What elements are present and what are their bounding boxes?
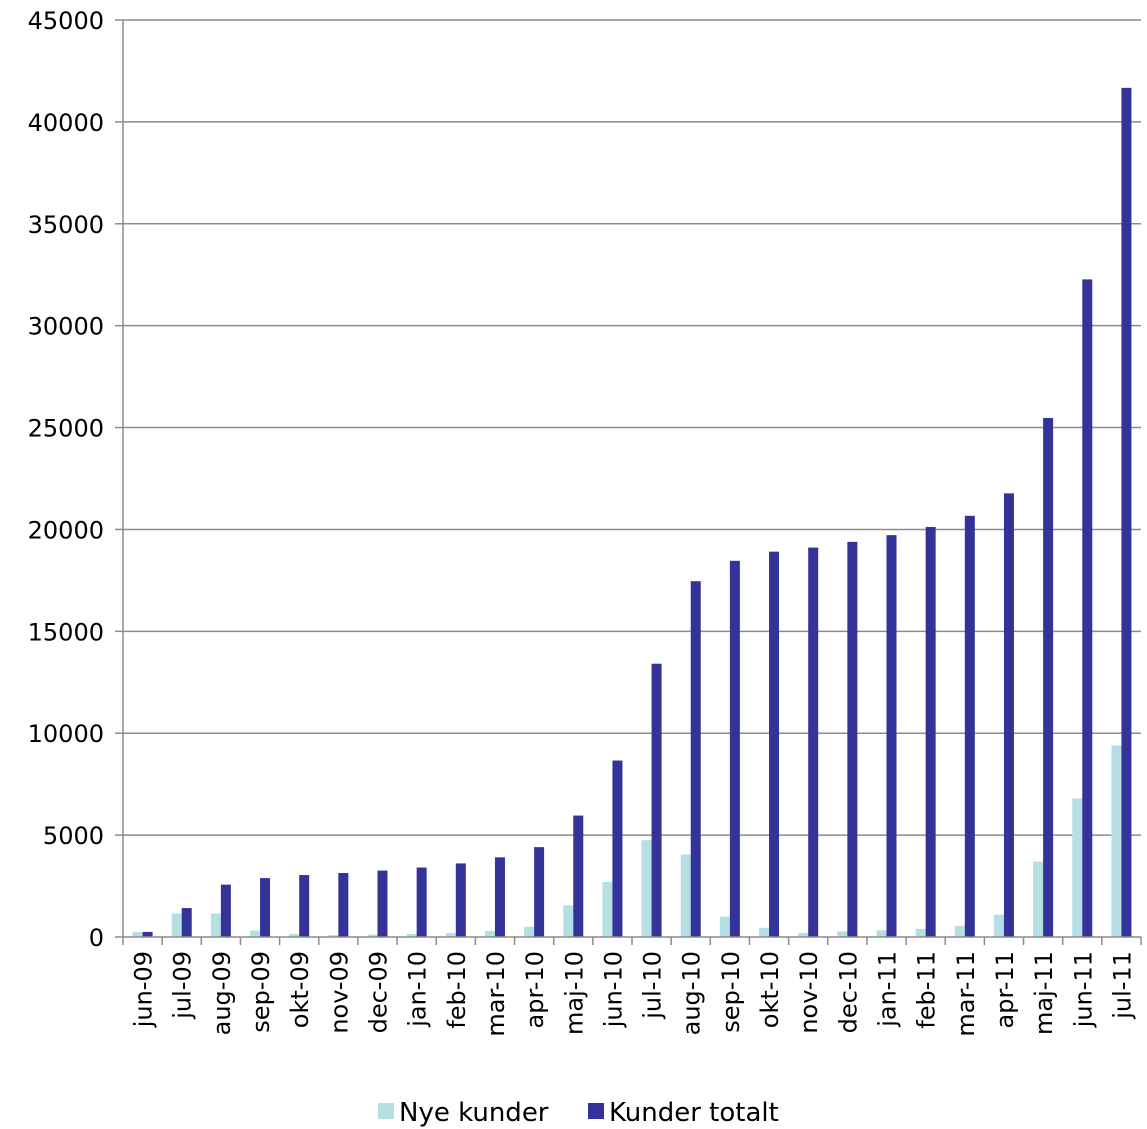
bar-kunder-totalt	[260, 878, 271, 937]
bar-nye-kunder	[680, 854, 691, 937]
x-tick-label: okt-10	[756, 951, 784, 1028]
bar-kunder-totalt	[142, 931, 153, 937]
x-tick-label: sep-10	[717, 951, 745, 1033]
bar-kunder-totalt	[494, 857, 505, 937]
y-tick-label: 0	[89, 924, 104, 952]
bar-kunder-totalt	[1082, 279, 1093, 937]
x-tick-label: mar-11	[952, 951, 980, 1037]
bar-kunder-totalt	[534, 847, 545, 937]
y-tick-label: 5000	[43, 822, 104, 850]
x-tick-label: mar-10	[482, 951, 510, 1037]
bar-nye-kunder	[798, 932, 809, 937]
legend-label: Kunder totalt	[609, 1098, 779, 1128]
bar-nye-kunder	[406, 933, 417, 937]
x-tick-label: nov-10	[795, 951, 823, 1034]
bar-nye-kunder	[759, 927, 770, 937]
y-tick-label: 20000	[28, 516, 104, 544]
bar-kunder-totalt	[808, 547, 819, 937]
x-tick-label: jul-09	[169, 951, 197, 1020]
bar-kunder-totalt	[1003, 493, 1014, 937]
bar-kunder-totalt	[886, 535, 897, 937]
bar-nye-kunder	[837, 931, 848, 937]
x-tick-label: jun-11	[1069, 951, 1097, 1028]
x-tick-label: dec-09	[365, 951, 393, 1033]
y-tick-label: 25000	[28, 415, 104, 443]
x-tick-label: nov-09	[325, 951, 353, 1034]
bar-kunder-totalt	[299, 875, 310, 937]
y-tick-label: 15000	[28, 618, 104, 646]
bar-nye-kunder	[524, 926, 535, 937]
bar-nye-kunder	[954, 925, 965, 937]
x-tick-label: sep-09	[247, 951, 275, 1033]
bar-kunder-totalt	[338, 873, 349, 937]
bar-nye-kunder	[563, 905, 574, 937]
bars	[132, 87, 1132, 937]
y-tick-label: 45000	[28, 7, 104, 35]
x-tick-label: jul-10	[639, 951, 667, 1020]
bar-kunder-totalt	[573, 815, 584, 937]
legend: Nye kunder Kunder totalt	[378, 1098, 779, 1128]
x-tick-label: maj-10	[560, 951, 588, 1035]
x-tick-label: maj-11	[1030, 951, 1058, 1035]
bar-nye-kunder	[328, 934, 339, 937]
y-tick-label: 35000	[28, 211, 104, 239]
bar-nye-kunder	[993, 914, 1004, 937]
bar-nye-kunder	[602, 881, 613, 937]
x-tick-label: feb-10	[443, 951, 471, 1029]
bar-nye-kunder	[719, 916, 730, 937]
bar-kunder-totalt	[1121, 87, 1132, 937]
bar-nye-kunder	[445, 932, 456, 937]
bar-kunder-totalt	[181, 908, 192, 937]
bar-kunder-totalt	[377, 870, 388, 937]
bar-kunder-totalt	[769, 551, 780, 937]
x-tick-label: aug-09	[208, 951, 236, 1035]
bar-nye-kunder	[1072, 798, 1083, 937]
bar-nye-kunder	[367, 934, 378, 937]
y-tick-label: 10000	[28, 720, 104, 748]
bar-nye-kunder	[132, 931, 143, 937]
x-tick-label: jul-11	[1108, 951, 1136, 1020]
x-tick-label: aug-10	[678, 951, 706, 1035]
bar-kunder-totalt	[1043, 417, 1054, 937]
x-tick-label: apr-10	[521, 951, 549, 1028]
x-tick-label: jan-10	[404, 951, 432, 1028]
bar-kunder-totalt	[612, 760, 623, 937]
bar-nye-kunder	[1033, 861, 1044, 937]
x-axis-ticks: jun-09 jul-09 aug-09 sep-09 okt-09 nov-09 dec-…	[122, 937, 1142, 1037]
axes	[122, 20, 1141, 938]
x-tick-label: feb-11	[913, 951, 941, 1029]
gridlines	[123, 19, 1141, 836]
x-tick-label: jan-11	[874, 951, 902, 1028]
legend-label: Nye kunder	[399, 1098, 549, 1128]
y-tick-label: 30000	[28, 313, 104, 341]
bar-kunder-totalt	[925, 526, 936, 937]
y-tick-label: 40000	[28, 109, 104, 137]
bar-nye-kunder	[1111, 745, 1122, 937]
bar-kunder-totalt	[455, 863, 466, 937]
bar-kunder-totalt	[416, 867, 427, 937]
x-tick-label: jun-10	[599, 951, 627, 1028]
bar-kunder-totalt	[690, 581, 701, 937]
bar-nye-kunder	[915, 928, 926, 937]
bar-nye-kunder	[289, 933, 300, 937]
x-tick-label: apr-11	[991, 951, 1019, 1028]
x-tick-label: dec-10	[834, 951, 862, 1033]
bar-nye-kunder	[210, 913, 221, 937]
legend-swatch	[378, 1103, 394, 1119]
bar-nye-kunder	[484, 930, 495, 937]
bar-kunder-totalt	[729, 560, 740, 937]
x-tick-label: jun-09	[130, 951, 158, 1028]
bar-nye-kunder	[171, 913, 182, 937]
bar-kunder-totalt	[651, 663, 662, 937]
x-tick-label: okt-09	[286, 951, 314, 1028]
bar-kunder-totalt	[964, 515, 975, 937]
bar-kunder-totalt	[847, 541, 858, 937]
legend-swatch	[588, 1103, 604, 1119]
bar-nye-kunder	[250, 930, 261, 937]
bar-nye-kunder	[876, 930, 887, 937]
bar-nye-kunder	[641, 840, 652, 937]
bar-kunder-totalt	[220, 884, 231, 937]
y-axis-ticks: 0 5000 10000 15000 20000 25000 30000 35000 40000…	[28, 7, 123, 952]
